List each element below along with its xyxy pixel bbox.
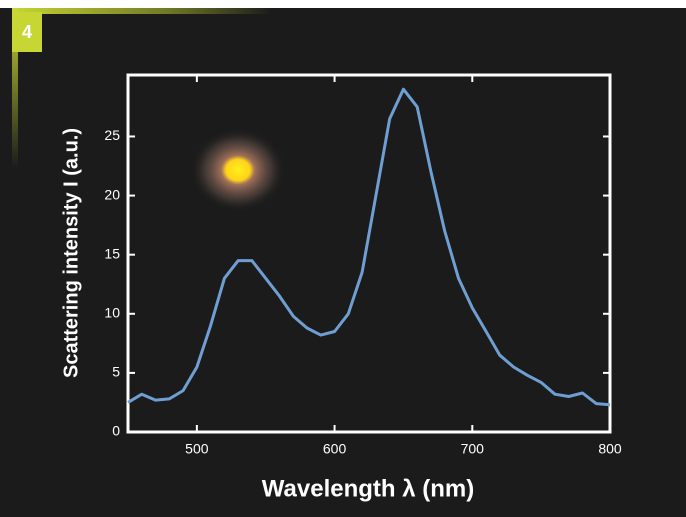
accent-band xyxy=(12,8,18,168)
y-axis-label: Scattering intensity I (a.u.) xyxy=(60,128,82,378)
y-tick-label: 10 xyxy=(104,304,120,320)
y-tick-label: 5 xyxy=(112,364,120,380)
x-tick-label: 600 xyxy=(323,441,347,457)
x-tick-label: 500 xyxy=(185,441,209,457)
x-axis-label: Wavelength λ (nm) xyxy=(262,475,474,502)
badge-text: 4 xyxy=(22,22,32,42)
y-tick-label: 15 xyxy=(104,245,120,261)
y-tick-label: 0 xyxy=(112,423,120,439)
plot-frame xyxy=(126,73,612,434)
y-tick-label: 20 xyxy=(104,186,120,202)
line-series xyxy=(127,87,611,407)
badge xyxy=(12,12,42,52)
x-tick-label: 800 xyxy=(598,441,622,457)
accent-band xyxy=(12,8,272,14)
inset-image xyxy=(190,128,286,212)
top-margin xyxy=(0,0,686,8)
x-tick-label: 700 xyxy=(461,441,485,457)
y-tick-label: 25 xyxy=(104,127,120,143)
